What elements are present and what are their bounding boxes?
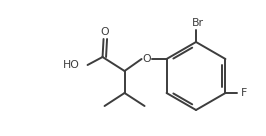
Text: HO: HO (63, 60, 80, 70)
Text: F: F (241, 88, 248, 98)
Text: O: O (101, 27, 109, 37)
Text: Br: Br (192, 18, 204, 28)
Text: O: O (142, 54, 151, 64)
